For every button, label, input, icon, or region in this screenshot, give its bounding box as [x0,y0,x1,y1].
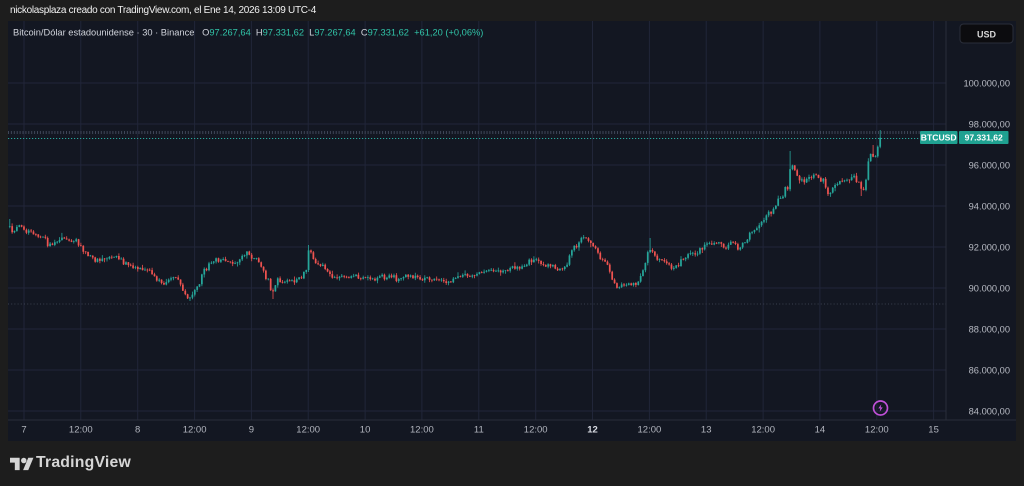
svg-text:12:00: 12:00 [410,425,434,436]
svg-text:84.000,00: 84.000,00 [969,407,1010,417]
svg-text:12:00: 12:00 [69,425,93,436]
svg-text:97.331,62: 97.331,62 [965,133,1003,143]
svg-text:8: 8 [135,425,140,436]
svg-text:9: 9 [249,425,254,436]
svg-text:12:00: 12:00 [638,425,662,436]
svg-text:12:00: 12:00 [751,425,775,436]
svg-text:98.000,00: 98.000,00 [969,120,1010,130]
svg-text:12:00: 12:00 [296,425,320,436]
svg-text:12:00: 12:00 [865,425,889,436]
svg-text:94.000,00: 94.000,00 [969,202,1010,212]
svg-text:12: 12 [587,425,598,436]
svg-text:96.000,00: 96.000,00 [969,161,1010,171]
svg-text:12:00: 12:00 [183,425,207,436]
svg-text:Bitcoin/Dólar estadounidense ·: Bitcoin/Dólar estadounidense · 30 · Bina… [13,28,483,38]
svg-text:86.000,00: 86.000,00 [969,366,1010,376]
svg-text:7: 7 [21,425,26,436]
svg-text:10: 10 [360,425,371,436]
svg-text:100.000,00: 100.000,00 [963,79,1010,89]
svg-text:12:00: 12:00 [524,425,548,436]
svg-text:14: 14 [815,425,826,436]
svg-text:92.000,00: 92.000,00 [969,243,1010,253]
svg-text:15: 15 [928,425,939,436]
svg-text:90.000,00: 90.000,00 [969,284,1010,294]
svg-text:11: 11 [474,425,484,436]
svg-text:BTCUSD: BTCUSD [921,133,957,143]
svg-text:88.000,00: 88.000,00 [969,325,1010,335]
svg-text:13: 13 [701,425,712,436]
svg-text:USD: USD [977,30,997,40]
